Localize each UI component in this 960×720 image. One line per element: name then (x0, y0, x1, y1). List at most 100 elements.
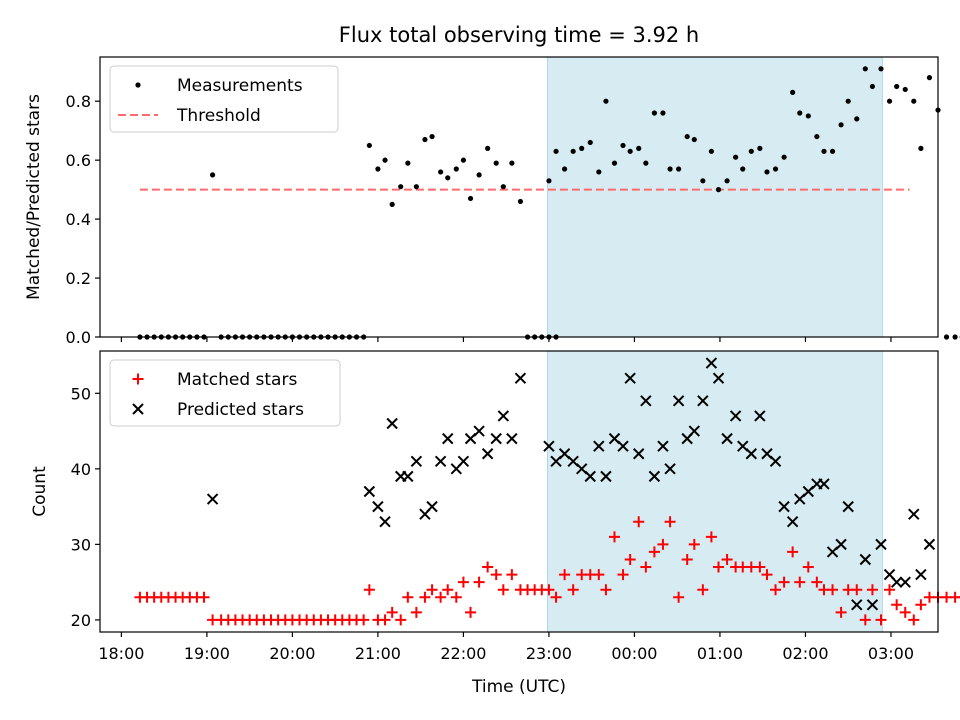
data-point (673, 591, 685, 603)
data-point (624, 372, 636, 384)
data-point (596, 169, 602, 175)
data-point (805, 113, 811, 119)
data-point (648, 470, 661, 483)
data-point (786, 516, 799, 528)
data-point (419, 591, 431, 603)
data-point (442, 432, 454, 445)
data-point (473, 576, 485, 588)
data-point (908, 508, 920, 520)
legend-box (109, 65, 339, 133)
data-point (375, 166, 381, 172)
legend-marker (132, 373, 144, 385)
data-point (884, 584, 896, 596)
data-point (891, 599, 903, 611)
data-point (757, 145, 763, 151)
data-point (729, 410, 742, 422)
data-point (648, 546, 660, 558)
data-point (681, 553, 693, 565)
data-point (842, 500, 854, 513)
data-point (761, 569, 773, 581)
data-point (206, 493, 219, 505)
axes-frame (99, 350, 939, 633)
data-point (434, 455, 447, 467)
data-point (911, 98, 917, 104)
data-point (845, 98, 851, 104)
x-axis-label: Time (UTC) (471, 677, 566, 697)
data-point (875, 538, 887, 551)
data-point (926, 75, 933, 81)
data-point (890, 576, 903, 588)
data-point (382, 157, 388, 163)
data-point (878, 66, 884, 72)
data-point (643, 160, 649, 166)
data-point (875, 614, 887, 626)
data-point (422, 136, 428, 143)
data-point (705, 357, 718, 369)
data-point (453, 166, 459, 172)
data-point (562, 166, 568, 172)
data-point (835, 538, 847, 551)
data-point (379, 614, 391, 626)
data-point (546, 178, 552, 184)
y-tick-label: 0.2 (66, 269, 91, 288)
data-point (617, 440, 629, 452)
x-tick-label: 23:00 (526, 644, 572, 663)
data-point (481, 448, 494, 460)
axes-frame (99, 56, 939, 338)
data-point (402, 591, 414, 603)
data-point (676, 166, 682, 172)
data-point (366, 142, 372, 149)
data-point (697, 584, 709, 596)
data-point (550, 591, 562, 603)
y-tick-label: 0.0 (66, 328, 91, 347)
data-point (438, 169, 444, 175)
data-point (854, 116, 860, 122)
data-point (379, 516, 391, 528)
y-tick-label: 0.4 (66, 210, 91, 229)
data-point (745, 448, 758, 460)
data-point (764, 169, 770, 175)
data-point (794, 576, 806, 588)
data-point (600, 584, 612, 596)
data-point (748, 148, 754, 154)
data-point (797, 110, 803, 116)
legend-marker (132, 403, 144, 415)
data-point (721, 553, 733, 565)
data-point (829, 148, 836, 154)
data-point (915, 599, 927, 611)
x-tick-label: 20:00 (269, 644, 315, 663)
data-point (567, 584, 579, 596)
legend: Matched stars Predicted stars (109, 359, 341, 427)
data-point (363, 584, 375, 596)
data-point (952, 334, 958, 340)
data-point (413, 184, 419, 190)
data-point (778, 576, 790, 588)
data-point (859, 614, 871, 626)
data-point (410, 606, 422, 618)
data-point (517, 198, 524, 205)
data-point (869, 83, 876, 90)
observing-window-shade (547, 350, 883, 633)
data-point (617, 569, 629, 581)
chart-title: Flux total observing time = 3.92 h (339, 23, 699, 47)
data-point (688, 425, 701, 437)
data-point (802, 561, 814, 573)
data-point (500, 184, 506, 190)
observing-window-shade (547, 56, 883, 338)
data-point (657, 440, 669, 452)
data-point (497, 410, 510, 422)
data-point (915, 568, 927, 581)
data-point (372, 500, 384, 513)
data-point (851, 584, 863, 596)
y-axis-label: Count (30, 466, 50, 517)
data-point (688, 538, 700, 550)
data-point (426, 500, 438, 513)
series-predicted-stars (206, 357, 936, 611)
data-point (493, 160, 499, 166)
data-point (640, 561, 652, 573)
data-point (490, 569, 502, 581)
data-point (543, 440, 555, 452)
data-point (918, 145, 924, 151)
data-point (509, 160, 515, 166)
data-point (506, 432, 518, 445)
